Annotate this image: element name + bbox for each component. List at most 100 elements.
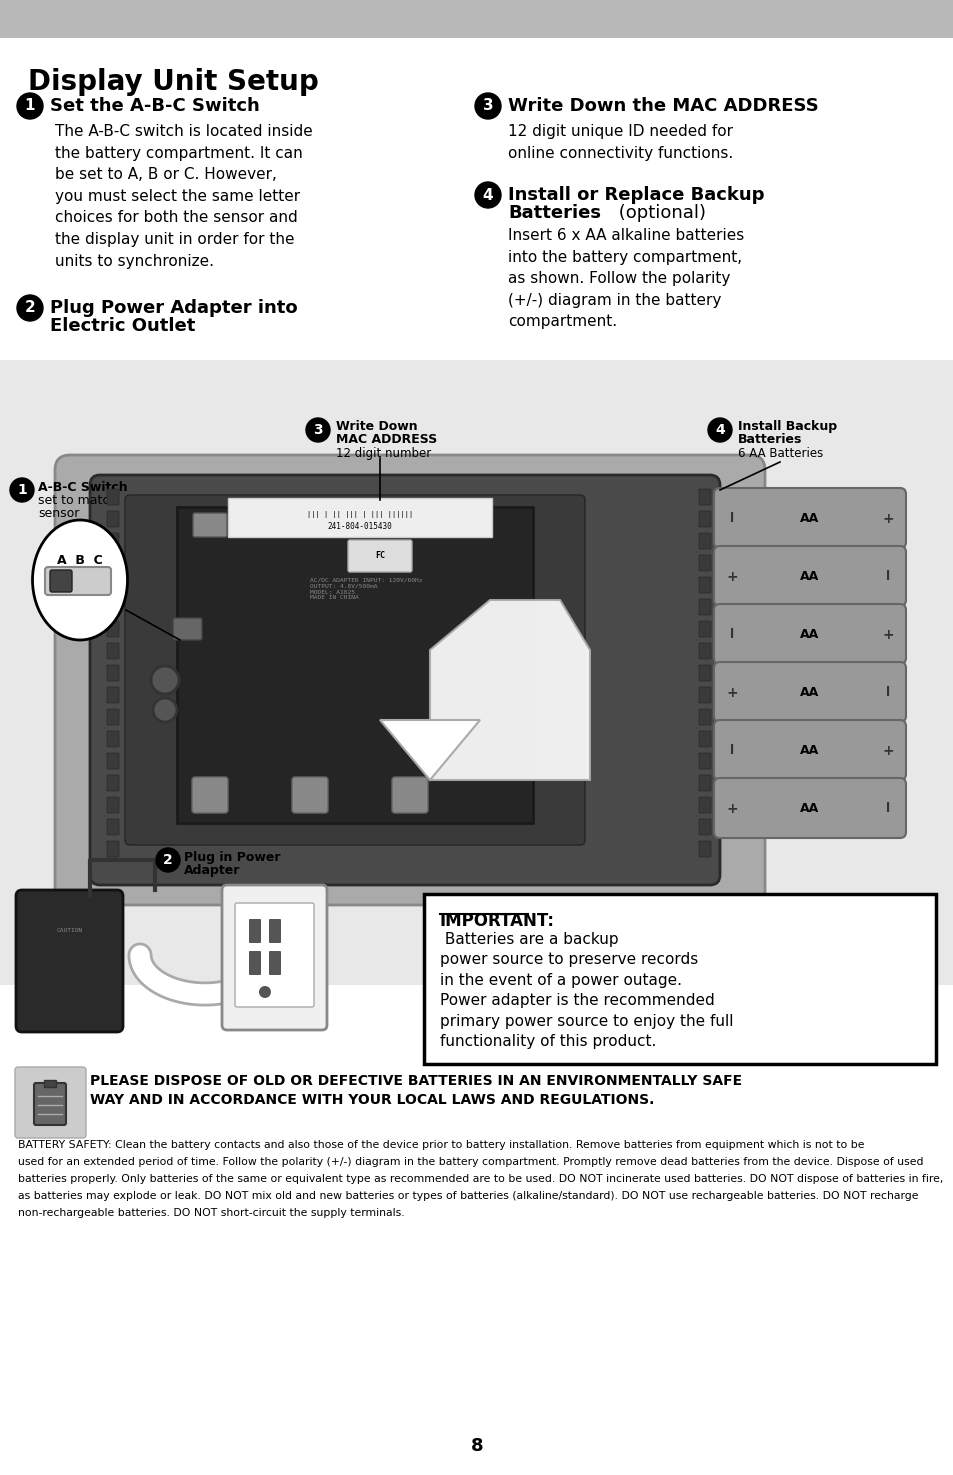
Text: (optional): (optional) bbox=[613, 204, 705, 223]
FancyBboxPatch shape bbox=[15, 1066, 86, 1139]
Text: AA: AA bbox=[800, 686, 819, 699]
FancyBboxPatch shape bbox=[90, 475, 720, 885]
Text: AA: AA bbox=[800, 571, 819, 584]
Text: Plug Power Adapter into: Plug Power Adapter into bbox=[50, 299, 297, 317]
FancyBboxPatch shape bbox=[107, 490, 119, 504]
Text: +: + bbox=[725, 802, 737, 816]
Circle shape bbox=[17, 295, 43, 322]
Text: Batteries: Batteries bbox=[738, 434, 801, 445]
Text: l: l bbox=[885, 802, 889, 816]
FancyBboxPatch shape bbox=[699, 774, 710, 791]
Circle shape bbox=[707, 417, 731, 442]
FancyBboxPatch shape bbox=[0, 0, 953, 38]
Text: AC/DC ADAPTER INPUT: 120V/60Hz
OUTPUT: 4.8V/500mA
MODEL: A1025
MADE IN CHINA: AC/DC ADAPTER INPUT: 120V/60Hz OUTPUT: 4… bbox=[310, 578, 422, 600]
Text: Install Backup: Install Backup bbox=[738, 420, 836, 434]
FancyBboxPatch shape bbox=[107, 532, 119, 549]
FancyBboxPatch shape bbox=[249, 951, 261, 975]
Circle shape bbox=[475, 93, 500, 119]
FancyBboxPatch shape bbox=[107, 555, 119, 571]
Text: 8: 8 bbox=[470, 1437, 483, 1454]
Text: 1: 1 bbox=[17, 482, 27, 497]
Text: 3: 3 bbox=[482, 99, 493, 114]
Text: +: + bbox=[725, 686, 737, 701]
FancyBboxPatch shape bbox=[699, 555, 710, 571]
FancyBboxPatch shape bbox=[107, 621, 119, 637]
FancyBboxPatch shape bbox=[50, 569, 71, 591]
Text: 12 digit unique ID needed for
online connectivity functions.: 12 digit unique ID needed for online con… bbox=[507, 124, 733, 161]
Text: Set the A-B-C Switch: Set the A-B-C Switch bbox=[50, 97, 259, 115]
FancyBboxPatch shape bbox=[393, 513, 427, 537]
FancyBboxPatch shape bbox=[269, 919, 281, 943]
Text: Plug in Power: Plug in Power bbox=[184, 851, 280, 864]
Circle shape bbox=[10, 478, 34, 502]
Text: 4: 4 bbox=[715, 423, 724, 437]
FancyBboxPatch shape bbox=[107, 796, 119, 813]
Text: 2: 2 bbox=[25, 301, 35, 316]
Text: 3: 3 bbox=[313, 423, 322, 437]
Text: set to match: set to match bbox=[38, 494, 117, 507]
Text: Batteries are a backup
power source to preserve records
in the event of a power : Batteries are a backup power source to p… bbox=[439, 932, 733, 1049]
Text: AA: AA bbox=[800, 745, 819, 758]
Text: used for an extended period of time. Follow the polarity (+/-) diagram in the ba: used for an extended period of time. Fol… bbox=[18, 1156, 923, 1167]
FancyBboxPatch shape bbox=[16, 889, 123, 1032]
FancyBboxPatch shape bbox=[699, 577, 710, 593]
Text: 241-804-015430: 241-804-015430 bbox=[327, 522, 392, 531]
Text: Adapter: Adapter bbox=[184, 864, 240, 878]
Text: A-B-C Switch: A-B-C Switch bbox=[38, 481, 128, 494]
FancyBboxPatch shape bbox=[699, 841, 710, 857]
FancyBboxPatch shape bbox=[107, 841, 119, 857]
FancyBboxPatch shape bbox=[699, 732, 710, 746]
Text: AA: AA bbox=[800, 628, 819, 642]
FancyBboxPatch shape bbox=[699, 709, 710, 726]
Polygon shape bbox=[379, 720, 479, 780]
FancyBboxPatch shape bbox=[699, 532, 710, 549]
Text: l: l bbox=[729, 512, 733, 525]
Text: MAC ADDRESS: MAC ADDRESS bbox=[335, 434, 436, 445]
FancyBboxPatch shape bbox=[713, 546, 905, 606]
FancyBboxPatch shape bbox=[34, 1083, 66, 1125]
FancyBboxPatch shape bbox=[177, 507, 533, 823]
Text: Insert 6 x AA alkaline batteries
into the battery compartment,
as shown. Follow : Insert 6 x AA alkaline batteries into th… bbox=[507, 229, 743, 329]
FancyBboxPatch shape bbox=[0, 360, 953, 985]
FancyBboxPatch shape bbox=[699, 621, 710, 637]
FancyBboxPatch shape bbox=[292, 777, 328, 813]
Text: +: + bbox=[882, 512, 893, 527]
FancyBboxPatch shape bbox=[392, 777, 428, 813]
Text: The A-B-C switch is located inside
the battery compartment. It can
be set to A, : The A-B-C switch is located inside the b… bbox=[55, 124, 313, 268]
Text: IMPORTANT:: IMPORTANT: bbox=[439, 912, 555, 931]
Text: +: + bbox=[882, 743, 893, 758]
FancyBboxPatch shape bbox=[107, 643, 119, 659]
FancyBboxPatch shape bbox=[193, 513, 227, 537]
FancyBboxPatch shape bbox=[107, 732, 119, 746]
FancyBboxPatch shape bbox=[423, 894, 935, 1063]
Text: CAUTION: CAUTION bbox=[57, 928, 83, 932]
FancyBboxPatch shape bbox=[293, 513, 327, 537]
FancyBboxPatch shape bbox=[107, 665, 119, 681]
Text: 12 digit number: 12 digit number bbox=[335, 447, 431, 460]
FancyBboxPatch shape bbox=[699, 796, 710, 813]
Polygon shape bbox=[430, 600, 589, 780]
Text: 6 AA Batteries: 6 AA Batteries bbox=[738, 447, 822, 460]
Circle shape bbox=[152, 698, 177, 721]
Text: BATTERY SAFETY: Clean the battery contacts and also those of the device prior to: BATTERY SAFETY: Clean the battery contac… bbox=[18, 1140, 863, 1150]
FancyBboxPatch shape bbox=[699, 490, 710, 504]
FancyBboxPatch shape bbox=[348, 540, 412, 572]
FancyBboxPatch shape bbox=[228, 499, 492, 537]
Text: l: l bbox=[729, 628, 733, 642]
Text: Electric Outlet: Electric Outlet bbox=[50, 317, 195, 335]
FancyBboxPatch shape bbox=[107, 754, 119, 768]
FancyBboxPatch shape bbox=[45, 566, 111, 594]
Ellipse shape bbox=[32, 521, 128, 640]
FancyBboxPatch shape bbox=[713, 662, 905, 721]
Text: Write Down: Write Down bbox=[335, 420, 417, 434]
FancyBboxPatch shape bbox=[107, 774, 119, 791]
FancyBboxPatch shape bbox=[107, 687, 119, 704]
Text: ||| | || ||| | ||| ||||||: ||| | || ||| | ||| |||||| bbox=[307, 510, 413, 518]
Circle shape bbox=[306, 417, 330, 442]
Circle shape bbox=[151, 667, 179, 695]
Text: PLEASE DISPOSE OF OLD OR DEFECTIVE BATTERIES IN AN ENVIRONMENTALLY SAFE
WAY AND : PLEASE DISPOSE OF OLD OR DEFECTIVE BATTE… bbox=[90, 1074, 741, 1108]
Text: l: l bbox=[885, 686, 889, 699]
Text: l: l bbox=[885, 571, 889, 584]
Text: A  B  C: A B C bbox=[57, 555, 103, 566]
FancyBboxPatch shape bbox=[107, 599, 119, 615]
